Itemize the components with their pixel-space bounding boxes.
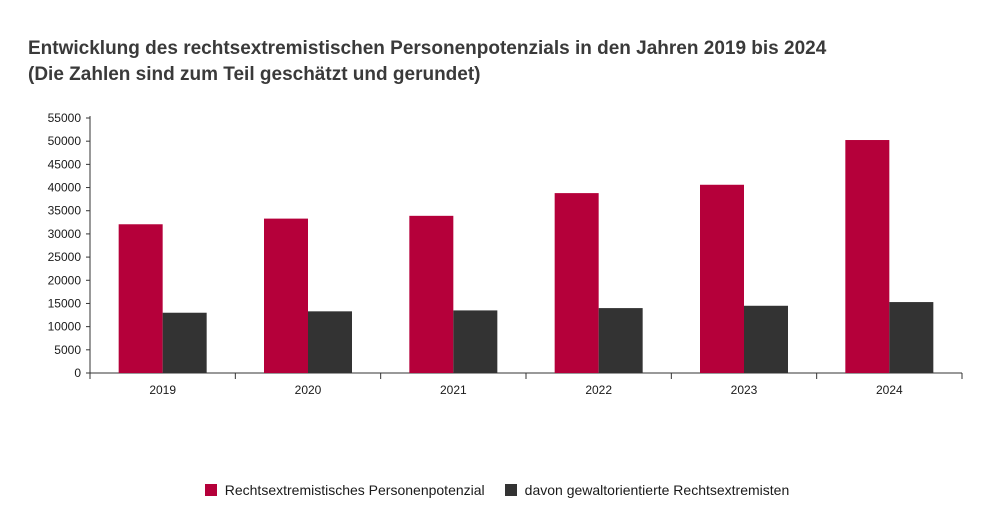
- legend: Rechtsextremistisches Personenpotenzial …: [0, 482, 994, 498]
- x-tick-label: 2023: [731, 383, 758, 397]
- y-tick-label: 35000: [48, 204, 82, 218]
- y-tick-label: 15000: [48, 296, 82, 310]
- legend-label-personenpotenzial: Rechtsextremistisches Personenpotenzial: [224, 482, 485, 498]
- legend-swatch-gewaltorientiert: [504, 484, 517, 496]
- y-tick-label: 40000: [48, 181, 82, 195]
- x-tick-label: 2024: [876, 383, 903, 397]
- y-tick-label: 55000: [48, 111, 82, 125]
- bar-personenpotenzial: [700, 184, 744, 373]
- legend-label-gewaltorientiert: davon gewaltorientierte Rechtsextremiste…: [524, 482, 790, 498]
- y-tick-label: 50000: [48, 134, 82, 148]
- bar-chart: 0 5000 10000 15000 20000 25000 30000 35000 40000…: [48, 111, 963, 397]
- x-tick-label: 2022: [585, 383, 612, 397]
- bar-gewaltorientiert: [744, 305, 788, 373]
- chart-title: Entwicklung des rechtsextremistischen Pe…: [28, 36, 826, 88]
- x-tick-label: 2019: [149, 383, 176, 397]
- y-tick-label: 10000: [48, 320, 82, 334]
- y-tick-label: 5000: [54, 343, 81, 357]
- bar-gewaltorientiert: [453, 310, 498, 373]
- y-tick-label: 20000: [48, 273, 82, 287]
- bar-gewaltorientiert: [889, 302, 934, 373]
- bar-gewaltorientiert: [308, 311, 352, 373]
- y-tick-label: 0: [74, 366, 81, 380]
- bar-personenpotenzial: [845, 140, 890, 373]
- y-tick-label: 45000: [48, 157, 82, 171]
- y-tick-label: 30000: [48, 227, 82, 241]
- bar-gewaltorientiert: [598, 308, 643, 373]
- chart-subtitle: (Die Zahlen sind zum Teil geschätzt und …: [28, 64, 481, 85]
- bar-personenpotenzial: [118, 224, 163, 373]
- bar-personenpotenzial: [409, 215, 454, 373]
- bar-personenpotenzial: [264, 218, 308, 373]
- legend-item-gewaltorientiert: davon gewaltorientierte Rechtsextremiste…: [504, 482, 790, 498]
- bar-personenpotenzial: [554, 193, 599, 373]
- bar-gewaltorientiert: [162, 312, 207, 373]
- x-tick-label: 2021: [440, 383, 467, 397]
- y-tick-label: 25000: [48, 250, 82, 264]
- chart-title-line: Entwicklung des rechtsextremistischen Pe…: [28, 38, 827, 59]
- legend-swatch-personenpotenzial: [204, 484, 217, 496]
- legend-item-personenpotenzial: Rechtsextremistisches Personenpotenzial: [204, 482, 485, 498]
- x-tick-label: 2020: [295, 383, 322, 397]
